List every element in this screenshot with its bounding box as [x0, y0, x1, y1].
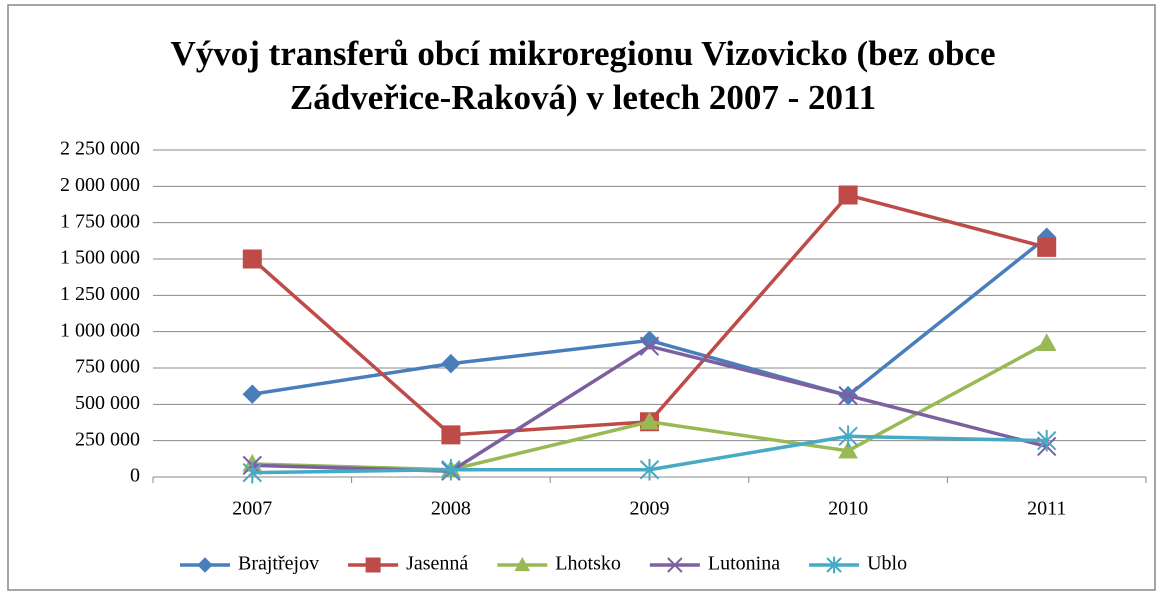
- y-tick-label: 0: [130, 465, 140, 487]
- legend-marker: [826, 556, 842, 574]
- marker: [639, 411, 660, 430]
- y-tick-label: 1 750 000: [60, 210, 140, 232]
- y-tick-label: 500 000: [75, 392, 140, 414]
- legend-marker: [667, 557, 683, 573]
- y-tick-label: 2 000 000: [60, 174, 140, 196]
- marker: [838, 425, 858, 448]
- marker: [242, 249, 262, 269]
- marker: [639, 458, 660, 481]
- marker: [838, 440, 858, 459]
- marker: [1036, 333, 1057, 351]
- marker: [441, 425, 461, 445]
- marker: [1037, 237, 1057, 257]
- legend-label: Lhotsko: [555, 553, 621, 575]
- marker: [639, 330, 660, 351]
- chart-title: Vývoj transferů obcí mikroregionu Vizovi…: [170, 34, 995, 73]
- marker: [838, 185, 858, 205]
- y-tick-label: 1 250 000: [60, 283, 140, 305]
- y-tick-label: 1 000 000: [60, 319, 140, 341]
- marker: [1036, 429, 1057, 452]
- marker: [441, 458, 461, 481]
- y-tick-label: 250 000: [75, 428, 140, 450]
- x-tick-label: 2009: [630, 498, 670, 520]
- marker: [242, 384, 263, 404]
- legend-marker: [514, 556, 531, 572]
- x-tick-label: 2010: [828, 498, 868, 520]
- marker: [838, 385, 858, 406]
- y-tick-label: 750 000: [75, 356, 140, 378]
- legend-marker: [365, 557, 381, 573]
- chart-frame: [7, 4, 1156, 591]
- legend-marker: [197, 557, 213, 573]
- marker: [639, 336, 660, 356]
- y-tick-label: 1 500 000: [60, 247, 140, 269]
- x-tick-label: 2011: [1027, 498, 1066, 520]
- marker: [441, 353, 461, 374]
- legend-label: Ublo: [867, 553, 907, 575]
- x-tick-label: 2007: [232, 498, 272, 520]
- x-tick-label: 2008: [431, 498, 471, 520]
- legend-label: Brajtřejov: [238, 553, 319, 575]
- legend-label: Lutonina: [708, 553, 780, 575]
- marker: [242, 461, 263, 484]
- chart-title: Zádveřice-Raková) v letech 2007 - 2011: [290, 78, 876, 117]
- legend-label: Jasenná: [406, 553, 468, 575]
- y-tick-label: 2 250 000: [60, 138, 140, 160]
